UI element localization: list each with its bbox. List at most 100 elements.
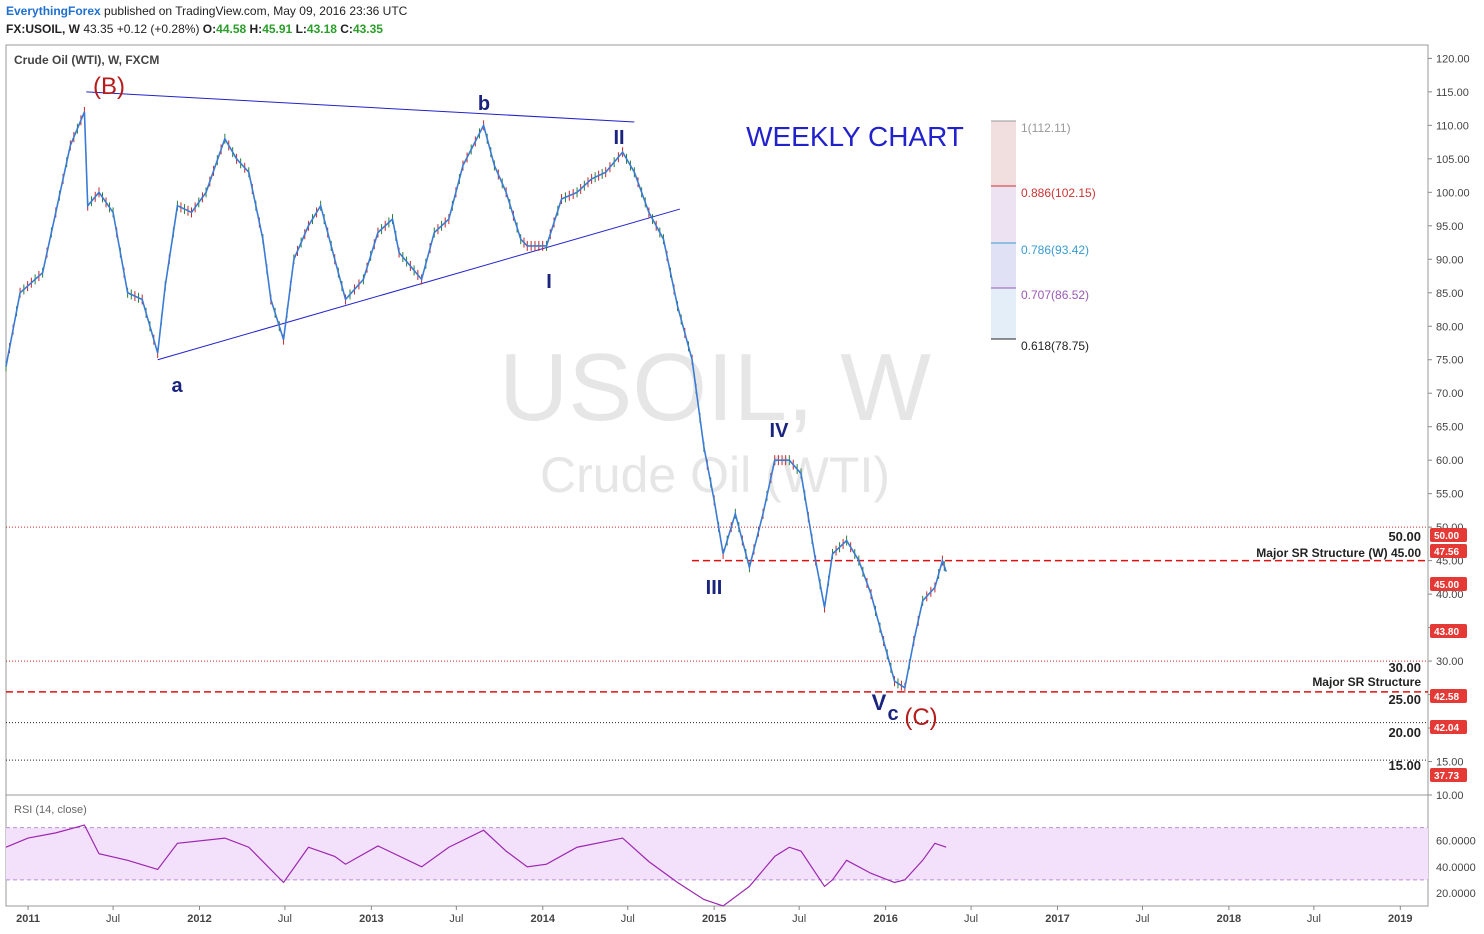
price-tag-label: 47.56 <box>1434 547 1459 558</box>
price-tag-label: 42.58 <box>1434 692 1459 703</box>
price-axis-label: 40.00 <box>1436 589 1464 601</box>
price-axis-label: 115.00 <box>1436 87 1469 99</box>
low-value: 43.18 <box>306 22 337 36</box>
level-label: 15.00 <box>1388 758 1421 773</box>
level-label: 20.00 <box>1388 725 1421 740</box>
sr-upper-label: Major SR Structure (W) 45.00 <box>1256 546 1421 560</box>
price-axis-label: 60.00 <box>1436 455 1464 467</box>
time-axis-label: Jul <box>621 913 635 925</box>
time-axis-label: 2017 <box>1045 913 1069 925</box>
price-axis-label: 65.00 <box>1436 422 1464 434</box>
wave-label-III: III <box>706 577 723 599</box>
close-label: C: <box>340 22 353 36</box>
time-axis-label: Jul <box>792 913 806 925</box>
price-tag <box>1430 577 1467 591</box>
price-tag <box>1430 544 1467 558</box>
price-tag-label: 37.73 <box>1434 771 1459 782</box>
price-axis-label: 70.00 <box>1436 388 1464 400</box>
wave-label-IV: IV <box>770 420 790 442</box>
open-value: 44.58 <box>216 22 247 36</box>
price-tag <box>1430 768 1467 782</box>
fib-level-label: 0.786(93.42) <box>1021 243 1089 257</box>
instrument-title: Crude Oil (WTI), W, FXCM <box>14 53 160 67</box>
price-axis-label: 105.00 <box>1436 154 1470 166</box>
price-axis-label: 100.00 <box>1436 187 1470 199</box>
time-axis-label: Jul <box>278 913 292 925</box>
close-value: 43.35 <box>352 22 383 36</box>
rsi-title: RSI (14, close) <box>14 804 87 816</box>
price-axis-label: 110.00 <box>1436 120 1469 132</box>
time-axis-label: Jul <box>1307 913 1321 925</box>
author-link[interactable]: EverythingForex <box>6 4 101 18</box>
sr-lower-label: Major SR Structure <box>1312 675 1421 689</box>
price-tag-label: 50.00 <box>1434 531 1459 542</box>
time-axis-label: 2018 <box>1217 913 1241 925</box>
high-value: 45.91 <box>262 22 293 36</box>
time-axis-label: 2015 <box>702 913 726 925</box>
fib-zone <box>991 243 1016 288</box>
price-axis-label: 55.00 <box>1436 489 1464 501</box>
fib-zone <box>991 288 1016 339</box>
weekly-chart-label: WEEKLY CHART <box>746 121 964 152</box>
trend-line <box>157 208 681 361</box>
price-axis-label: 15.00 <box>1436 757 1464 769</box>
ohlc-bar: FX:USOIL, W 43.35 +0.12 (+0.28%) O:44.58… <box>6 22 383 36</box>
price-tag-label: 45.00 <box>1434 580 1459 591</box>
wave-label-c: c <box>887 703 898 725</box>
wave-label-B: (B) <box>93 73 125 100</box>
level-label: 25.00 <box>1388 692 1421 707</box>
price-tag-label: 42.04 <box>1434 723 1459 734</box>
price-change: +0.12 (+0.28%) <box>116 22 200 36</box>
low-label: L: <box>295 22 307 36</box>
fib-level-label: 0.707(86.52) <box>1021 288 1089 302</box>
time-axis-label: Jul <box>964 913 978 925</box>
wave-label-I: I <box>546 271 552 293</box>
wave-label-V: V <box>872 690 887 715</box>
rsi-axis-label: 60.0000 <box>1436 836 1476 848</box>
fib-zone <box>991 186 1016 243</box>
price-tag <box>1430 528 1467 542</box>
open-label: O: <box>202 22 217 36</box>
publish-info: EverythingForex published on TradingView… <box>6 4 407 18</box>
wave-label-II: II <box>613 127 624 149</box>
wave-label-a: a <box>171 375 183 397</box>
time-axis-label: 2016 <box>873 913 897 925</box>
rsi-band <box>6 827 1428 880</box>
rsi-axis-label: 40.0000 <box>1436 862 1476 874</box>
trend-line <box>86 91 635 123</box>
price-tag <box>1430 689 1467 703</box>
price-series-line <box>5 111 947 690</box>
price-tag <box>1430 720 1467 734</box>
time-axis-label: Jul <box>1135 913 1149 925</box>
price-axis-label: 95.00 <box>1436 221 1464 233</box>
high-label: H: <box>249 22 263 36</box>
symbol-label: FX:USOIL, W <box>6 22 80 36</box>
wave-label-b: b <box>478 93 490 115</box>
price-axis-label: 45.00 <box>1436 556 1464 568</box>
price-tag <box>1430 624 1467 638</box>
time-axis-label: 2014 <box>531 913 556 925</box>
level-label: 50.00 <box>1388 529 1421 544</box>
time-axis-label: 2012 <box>187 913 211 925</box>
time-axis-label: 2019 <box>1388 913 1412 925</box>
plot-frame <box>5 44 1429 907</box>
price-axis-label: 90.00 <box>1436 254 1464 266</box>
time-axis-label: Jul <box>106 913 120 925</box>
price-axis-label: 75.00 <box>1436 355 1464 367</box>
last-price: 43.35 <box>83 22 114 36</box>
time-axis-label: 2013 <box>359 913 383 925</box>
price-axis-label: 80.00 <box>1436 321 1464 333</box>
price-axis-label: 120.00 <box>1436 53 1470 65</box>
rsi-axis-label: 20.0000 <box>1436 888 1476 900</box>
wave-label-C: (C) <box>904 704 937 731</box>
published-text: published on TradingView.com, May 09, 20… <box>104 4 408 18</box>
fib-level-label: 0.886(102.15) <box>1021 186 1096 200</box>
level-label: 30.00 <box>1388 660 1421 675</box>
watermark-symbol: USOIL, W <box>499 334 931 441</box>
rsi-line <box>5 824 947 907</box>
watermark-name: Crude Oil (WTI) <box>540 447 890 503</box>
price-axis-label: 10.00 <box>1436 790 1464 802</box>
price-tag-label: 43.80 <box>1434 627 1459 638</box>
price-axis-label: 85.00 <box>1436 288 1464 300</box>
